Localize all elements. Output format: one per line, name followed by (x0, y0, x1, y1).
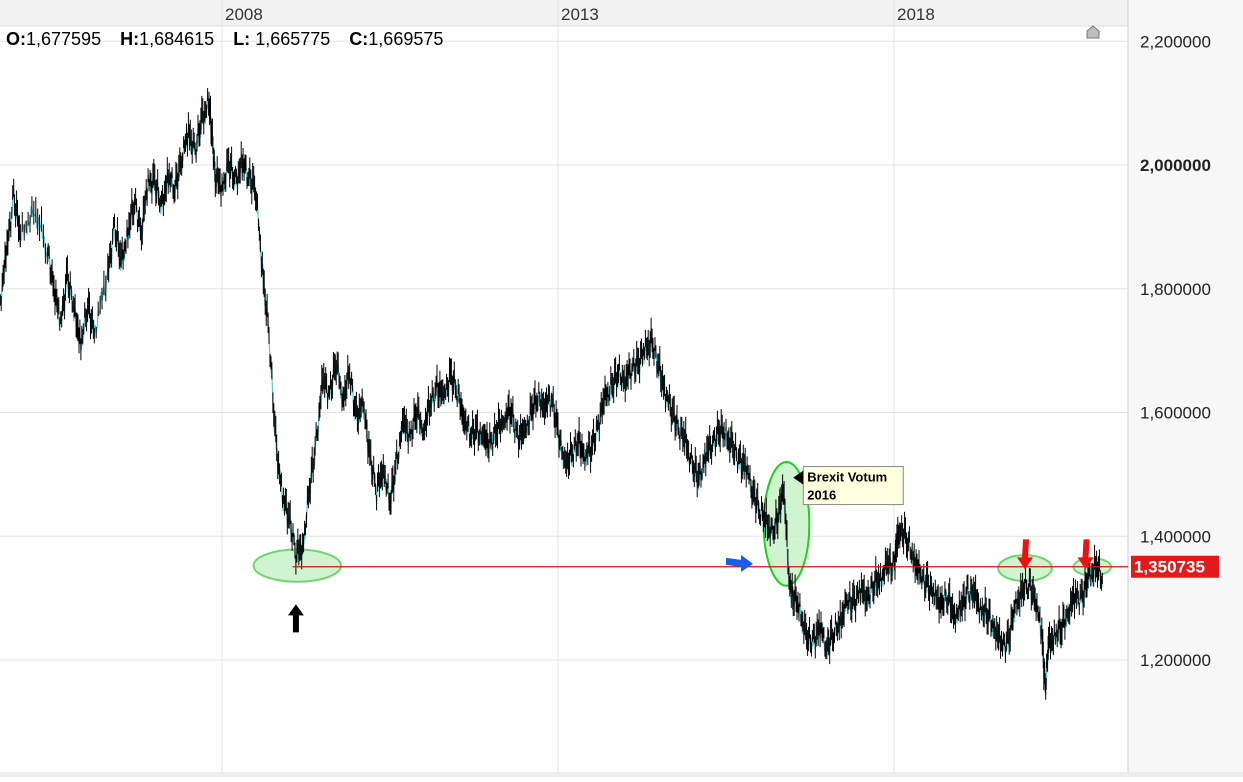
low-value: 1,665775 (255, 29, 331, 49)
price-label-text: 1,350735 (1134, 558, 1205, 577)
ohlc-open: O:1,677595 (6, 29, 101, 49)
y-tick-label: 2,000000 (1140, 156, 1211, 175)
time-axis-band (0, 0, 1243, 26)
y-tick-label: 2,200000 (1140, 32, 1211, 51)
x-tick-label: 2008 (225, 5, 263, 24)
ohlc-low: L: 1,665775 (233, 29, 330, 49)
current-price-marker: 1,350735 (1131, 555, 1219, 578)
time-axis-labels: 2008 2013 2018 (225, 5, 935, 24)
bottom-scrollbar[interactable] (0, 772, 1243, 777)
high-value: 1,684615 (139, 29, 215, 49)
annotation-fills (252, 461, 1113, 587)
price-label-box (1131, 555, 1219, 578)
y-tick-label: 1,200000 (1140, 651, 1211, 670)
arrow-right (726, 554, 753, 572)
close-value: 1,669575 (368, 29, 444, 49)
x-tick-label: 2018 (897, 5, 935, 24)
arrow-up (287, 604, 304, 633)
callout-text-line2: 2016 (807, 488, 836, 503)
arrow-annotations (287, 539, 1094, 633)
arrow-down (1077, 539, 1094, 570)
x-tick-label: 2013 (561, 5, 599, 24)
arrow-down (1017, 539, 1034, 570)
y-tick-label: 1,400000 (1140, 527, 1211, 546)
grid-lines (0, 0, 1128, 772)
high-label: H: (120, 29, 140, 49)
y-tick-label: 1,800000 (1140, 280, 1211, 299)
close-label: C: (349, 29, 369, 49)
price-axis-labels: 2,200000 2,000000 1,800000 1,600000 1,400000… (1140, 32, 1211, 670)
brexit-callout: Brexit Votum 2016 (793, 466, 904, 506)
callout-box (802, 466, 904, 506)
ohlc-high: H:1,684615 (120, 29, 214, 49)
ohlc-readout: O:1,677595 H:1,684615 L: 1,665775 C:1,66… (6, 29, 457, 50)
y-tick-label: 1,600000 (1140, 404, 1211, 423)
home-icon[interactable] (1085, 24, 1101, 40)
price-series (0, 88, 1103, 700)
low-label: L: (233, 29, 251, 49)
ohlc-close: C:1,669575 (349, 29, 443, 49)
open-label: O: (6, 29, 26, 49)
callout-pointer (793, 470, 804, 485)
price-axis-band (1128, 0, 1243, 777)
callout-text-line1: Brexit Votum (807, 470, 887, 485)
open-value: 1,677595 (26, 29, 102, 49)
